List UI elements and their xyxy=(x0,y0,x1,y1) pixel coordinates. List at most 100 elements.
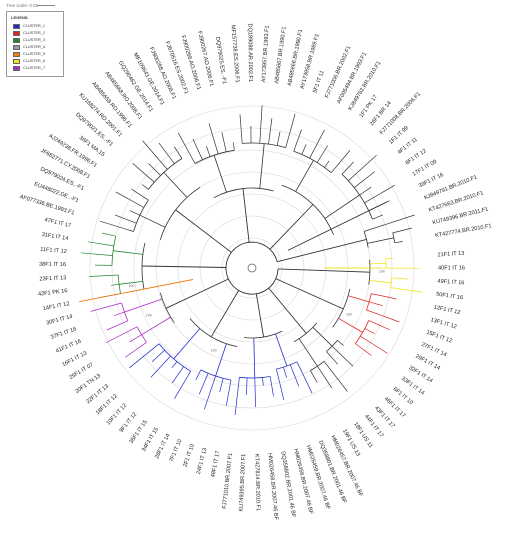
leaf-branch xyxy=(129,343,160,369)
leaf-branch xyxy=(198,373,209,395)
leaf-branch xyxy=(225,380,232,406)
subclade-stem xyxy=(163,172,188,198)
leaf-branch xyxy=(90,302,122,312)
subclade-arc xyxy=(293,150,332,174)
leaf-branch xyxy=(309,129,325,159)
leaf-branch xyxy=(221,132,227,152)
leaf-branch xyxy=(326,351,339,365)
leaf-branch xyxy=(99,220,134,232)
leaf-branch xyxy=(301,144,307,155)
leaf-label: 28F1 IT 14 xyxy=(154,433,171,460)
leaf-branch xyxy=(195,369,202,380)
leaf-branch xyxy=(113,311,125,317)
leaf-branch xyxy=(385,257,394,260)
leaf-label: 41F1 IT 16 xyxy=(55,339,82,355)
tree-root xyxy=(247,263,257,273)
leaf-label: MF157738.ES.2006.F1 xyxy=(229,25,240,83)
legend-label: CLUSTER_5 xyxy=(23,52,45,56)
leaf-branch xyxy=(262,377,264,386)
leaf-label: 34F1 IT 15 xyxy=(141,427,160,453)
leaf-label: 11F1 IT 12 xyxy=(40,247,67,255)
leaf-label: AB485667.BR.1990.F1 xyxy=(274,26,288,84)
leaf-branch xyxy=(129,210,140,216)
leaf-branch xyxy=(158,142,175,164)
leaf-label: 48F1 IT 17 xyxy=(210,450,221,478)
clade-stem xyxy=(277,238,367,263)
legend-title: LEGEND xyxy=(11,15,28,20)
subclade-stem xyxy=(369,280,392,284)
leaf-branch xyxy=(80,252,113,256)
leaf-label: 42F1 PK 16 xyxy=(38,288,68,298)
bootstrap-value: 100 xyxy=(346,313,352,317)
leaf-label: KU749395.BR.2007.F1 xyxy=(239,454,248,512)
leaf-branch xyxy=(394,241,403,244)
bootstrap-value: 100 xyxy=(379,270,385,274)
leaf-branch xyxy=(111,283,120,286)
leaf-branch xyxy=(268,118,273,145)
leaf-branch xyxy=(254,377,256,408)
leaf-branch xyxy=(289,364,300,387)
leaf-label: FJ771010.BR.2007.F1 xyxy=(222,453,234,510)
legend-label: CLUSTER_3 xyxy=(23,38,45,42)
leaf-label: DQ358802.BR.2001.46 BF xyxy=(279,451,296,519)
legend-swatch xyxy=(13,38,20,43)
clade-stem xyxy=(277,268,370,273)
clade-stem xyxy=(269,204,314,250)
leaf-branch xyxy=(331,150,351,173)
subclade-stem xyxy=(124,298,163,313)
leaf-branch xyxy=(293,129,302,152)
subclade-arc xyxy=(194,149,235,164)
legend-swatch xyxy=(13,31,20,36)
leaf-branch xyxy=(171,361,178,369)
legend-label: CLUSTER_7 xyxy=(23,66,45,70)
clade-arc xyxy=(281,184,334,236)
subclade-stem xyxy=(324,194,360,219)
clade-arc xyxy=(293,322,318,343)
legend-swatch xyxy=(13,59,20,64)
leaf-branch xyxy=(353,171,375,188)
leaf-label: 12F1 IT 12 xyxy=(433,305,461,317)
clade-stem xyxy=(275,278,344,310)
leaf-branch xyxy=(310,370,318,383)
leaf-branch xyxy=(364,184,395,204)
leaf-label: DQ979025.ES..-F1 xyxy=(214,37,227,85)
leaf-label: 8F1 IT 12 xyxy=(405,148,428,166)
subclade-stem xyxy=(298,338,318,367)
leaf-branch xyxy=(208,123,219,154)
reference-ring xyxy=(155,171,349,365)
leaf-branch xyxy=(276,369,285,401)
leaf-branch xyxy=(341,161,354,175)
leaf-label: 5F1 IT 11 xyxy=(312,70,326,94)
leaf-label: 37F1 IT 16 xyxy=(50,326,77,340)
subclade-arc xyxy=(158,343,191,372)
cluster-branches xyxy=(79,105,423,416)
bootstrap-value: 100 xyxy=(146,313,152,317)
leaf-label: 17F1 IT 09 xyxy=(412,159,438,178)
subclade-stem xyxy=(215,343,227,377)
subclade-arc xyxy=(121,302,129,322)
subclade-stem xyxy=(364,224,385,232)
leaf-branch xyxy=(391,277,409,280)
outlier-branch xyxy=(79,279,194,303)
leaf-branch xyxy=(177,132,196,164)
clade-arc xyxy=(159,186,201,240)
clade-arc xyxy=(332,288,351,328)
subclade-stem xyxy=(253,337,256,379)
leaf-branch xyxy=(372,214,383,220)
legend-label: CLUSTER_4 xyxy=(23,45,45,49)
leaf-label: 39F1 IT 16 xyxy=(418,172,445,189)
subclade-stem xyxy=(338,317,363,333)
leaf-label: 30F1 IT 14 xyxy=(46,314,74,327)
tree-scale-label: Tree scale: 0.01 xyxy=(6,3,39,8)
legend-swatch xyxy=(13,24,20,29)
leaf-label: AJ249238.FR.1996.F1 xyxy=(47,133,97,169)
clade-stem xyxy=(175,209,232,253)
legend-label: CLUSTER_2 xyxy=(23,31,45,35)
subclade-stem xyxy=(369,263,386,265)
subclade-stem xyxy=(259,143,265,189)
leaf-branch xyxy=(232,142,235,151)
legend: LEGEND CLUSTER_1 CLUSTER_2 CLUSTER_3 CLU… xyxy=(6,11,64,77)
subclade-arc xyxy=(366,293,372,311)
leaf-branch xyxy=(364,328,375,334)
leaf-branch xyxy=(239,114,243,144)
